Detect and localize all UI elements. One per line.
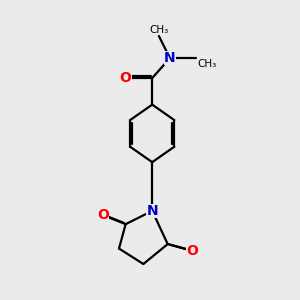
Text: O: O xyxy=(186,244,198,258)
Text: N: N xyxy=(146,204,158,218)
Text: CH₃: CH₃ xyxy=(198,59,217,69)
Text: O: O xyxy=(120,71,132,85)
Text: O: O xyxy=(98,208,110,222)
Text: N: N xyxy=(164,51,176,65)
Text: CH₃: CH₃ xyxy=(149,25,169,35)
